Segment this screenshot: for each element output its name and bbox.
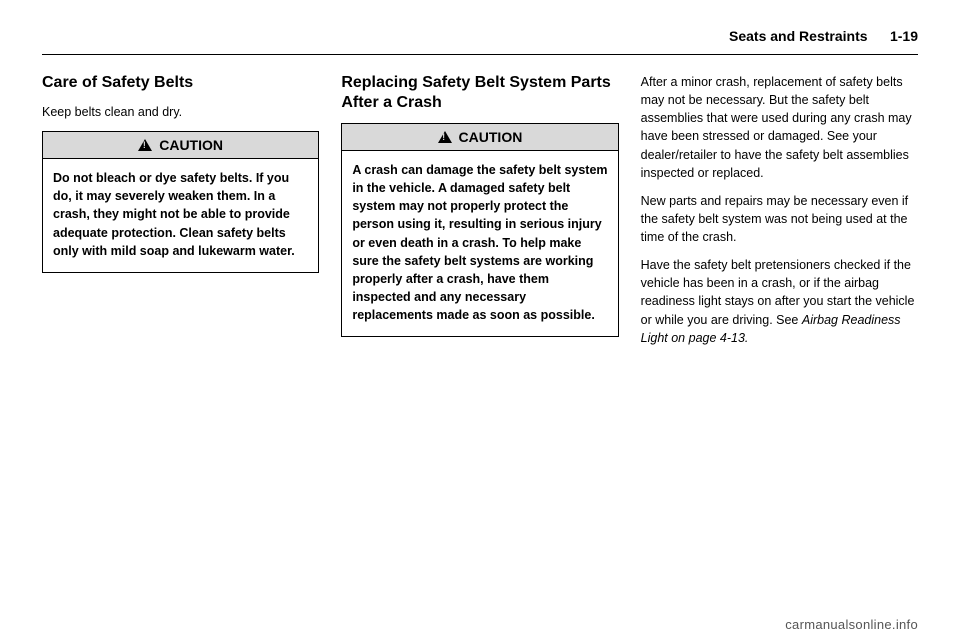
page-header: Seats and Restraints 1-19	[42, 28, 918, 55]
care-intro: Keep belts clean and dry.	[42, 103, 319, 121]
column-1: Care of Safety Belts Keep belts clean an…	[42, 73, 319, 357]
caution-label: CAUTION	[159, 137, 223, 153]
col3-para-2: New parts and repairs may be necessary e…	[641, 192, 918, 246]
column-3: After a minor crash, replacement of safe…	[641, 73, 918, 357]
caution-box-replacing: CAUTION A crash can damage the safety be…	[341, 123, 618, 337]
warning-icon	[438, 131, 452, 143]
care-title: Care of Safety Belts	[42, 73, 319, 93]
page-number: 1-19	[890, 28, 918, 44]
caution-header: CAUTION	[43, 132, 318, 159]
caution-header: CAUTION	[342, 124, 617, 151]
caution-body-replacing: A crash can damage the safety belt syste…	[342, 151, 617, 336]
warning-icon	[138, 139, 152, 151]
watermark: carmanualsonline.info	[785, 617, 918, 632]
replacing-title: Replacing Safety Belt System Parts After…	[341, 73, 618, 113]
caution-box-care: CAUTION Do not bleach or dye safety belt…	[42, 131, 319, 273]
section-name: Seats and Restraints	[729, 28, 868, 44]
col3-para-1: After a minor crash, replacement of safe…	[641, 73, 918, 182]
manual-page: Seats and Restraints 1-19 Care of Safety…	[0, 0, 960, 640]
column-2: Replacing Safety Belt System Parts After…	[341, 73, 618, 357]
caution-body-care: Do not bleach or dye safety belts. If yo…	[43, 159, 318, 272]
caution-label: CAUTION	[459, 129, 523, 145]
content-columns: Care of Safety Belts Keep belts clean an…	[42, 73, 918, 357]
col3-para-3: Have the safety belt pretensioners check…	[641, 256, 918, 347]
